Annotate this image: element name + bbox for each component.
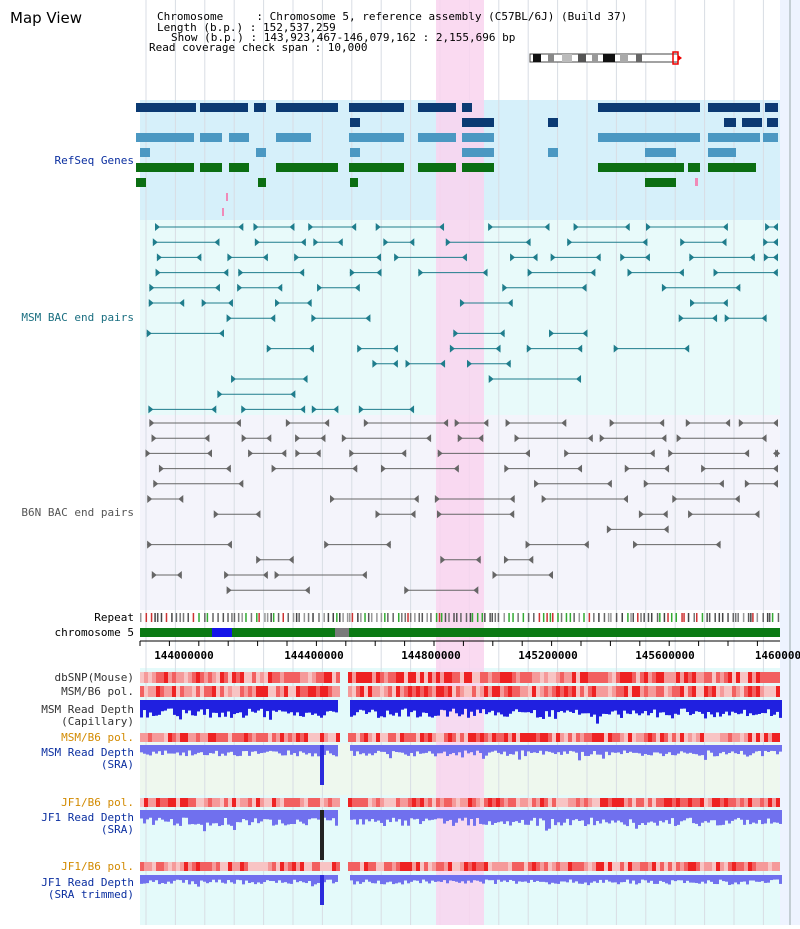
gene-block[interactable] — [598, 163, 684, 172]
label-jf1-depth-trim-sub: (SRA trimmed) — [48, 888, 134, 901]
tick-label-145200000: 145200000 — [518, 649, 578, 662]
chromosome-ideogram[interactable] — [529, 51, 682, 65]
gene-block[interactable] — [645, 148, 676, 157]
gene-block[interactable] — [136, 133, 194, 142]
gene-block[interactable] — [350, 118, 360, 127]
tick-label-145600000: 145600000 — [635, 649, 695, 662]
gene-block[interactable] — [276, 133, 311, 142]
header-length: Length (b.p.) : 152,537,259 — [157, 21, 336, 34]
gene-block[interactable] — [462, 163, 494, 172]
b6n-bac-pairs-track[interactable] — [145, 419, 781, 595]
gene-block[interactable] — [350, 178, 358, 187]
polymorphism-tracks[interactable] — [140, 672, 780, 871]
gene-block[interactable] — [418, 103, 456, 112]
label-msm-depth-sra: MSM Read Depth — [41, 746, 134, 759]
gene-block[interactable] — [140, 148, 150, 157]
gene-block[interactable] — [349, 163, 404, 172]
tick-label-144000000: 144000000 — [154, 649, 214, 662]
refseq-gene-track[interactable] — [136, 103, 778, 216]
gene-block[interactable] — [708, 148, 736, 157]
label-msm-bac: MSM BAC end pairs — [21, 311, 134, 324]
gene-block[interactable] — [763, 133, 778, 142]
gene-block[interactable] — [765, 103, 778, 112]
label-jf1-depth-trim: JF1 Read Depth — [41, 876, 134, 889]
header-show: Show (b.p.) : 143,923,467-146,079,162 : … — [171, 31, 515, 44]
tick-label-144400000: 144400000 — [284, 649, 344, 662]
gene-block[interactable] — [462, 133, 494, 142]
position-axis: 144000000 144400000 144800000 145200000 … — [139, 640, 800, 662]
label-msm-b6-pol-2: MSM/B6 pol. — [61, 731, 134, 744]
gene-block[interactable] — [462, 118, 494, 127]
gene-block[interactable] — [548, 148, 558, 157]
label-msm-depth-sra-sub: (SRA) — [101, 758, 134, 771]
gene-block[interactable] — [708, 133, 760, 142]
label-repeat: Repeat — [94, 611, 134, 624]
gene-block[interactable] — [136, 178, 146, 187]
gene-block[interactable] — [200, 163, 222, 172]
gene-block[interactable] — [724, 118, 736, 127]
label-jf1-b6-pol: JF1/B6 pol. — [61, 796, 134, 809]
gene-block[interactable] — [462, 103, 472, 112]
gene-block[interactable] — [418, 133, 456, 142]
gene-block[interactable] — [598, 103, 700, 112]
label-dbsnp: dbSNP(Mouse) — [55, 671, 134, 684]
gene-block[interactable] — [136, 163, 194, 172]
gene-block[interactable] — [136, 103, 196, 112]
gene-block[interactable] — [256, 148, 266, 157]
label-refseq-genes: RefSeq Genes — [55, 154, 134, 167]
gene-block[interactable] — [742, 118, 762, 127]
gene-block[interactable] — [276, 163, 338, 172]
gene-block[interactable] — [200, 133, 222, 142]
header-chromosome: Chromosome : Chromosome 5, reference ass… — [157, 10, 627, 23]
label-msm-depth-cap: MSM Read Depth — [41, 703, 134, 716]
map-view-title: Map View — [10, 9, 82, 27]
label-jf1-b6-pol-2: JF1/B6 pol. — [61, 860, 134, 873]
gene-block[interactable] — [350, 148, 360, 157]
gene-block[interactable] — [229, 133, 249, 142]
gene-block[interactable] — [598, 133, 700, 142]
label-jf1-depth-sra-sub: (SRA) — [101, 823, 134, 836]
gene-block[interactable] — [708, 163, 756, 172]
gene-block[interactable] — [349, 133, 404, 142]
chromosome-bar[interactable] — [140, 628, 780, 637]
tick-label-146000000: 1460000 — [755, 649, 800, 662]
label-msm-depth-cap-sub: (Capillary) — [61, 715, 134, 728]
gene-block[interactable] — [258, 178, 266, 187]
gene-block[interactable] — [349, 103, 404, 112]
label-b6n-bac: B6N BAC end pairs — [21, 506, 134, 519]
gene-block[interactable] — [462, 148, 494, 157]
header-info: Chromosome : Chromosome 5, reference ass… — [149, 10, 627, 54]
tick-label-144800000: 144800000 — [401, 649, 461, 662]
label-jf1-depth-sra: JF1 Read Depth — [41, 811, 134, 824]
label-chromosome: chromosome 5 — [55, 626, 134, 639]
msm-bac-pairs-track[interactable] — [146, 223, 778, 414]
gene-block[interactable] — [645, 178, 676, 187]
gene-block[interactable] — [548, 118, 558, 127]
header-coverage: Read coverage check span : 10,000 — [149, 41, 368, 54]
gene-block[interactable] — [767, 118, 778, 127]
label-msm-b6-pol: MSM/B6 pol. — [61, 685, 134, 698]
gene-block[interactable] — [688, 163, 700, 172]
gene-block[interactable] — [200, 103, 248, 112]
repeat-track[interactable] — [140, 613, 780, 622]
gene-block[interactable] — [276, 103, 338, 112]
gene-block[interactable] — [229, 163, 249, 172]
read-depth-tracks[interactable] — [140, 700, 782, 905]
gene-block[interactable] — [708, 103, 760, 112]
gene-block[interactable] — [418, 163, 456, 172]
gene-block[interactable] — [254, 103, 266, 112]
